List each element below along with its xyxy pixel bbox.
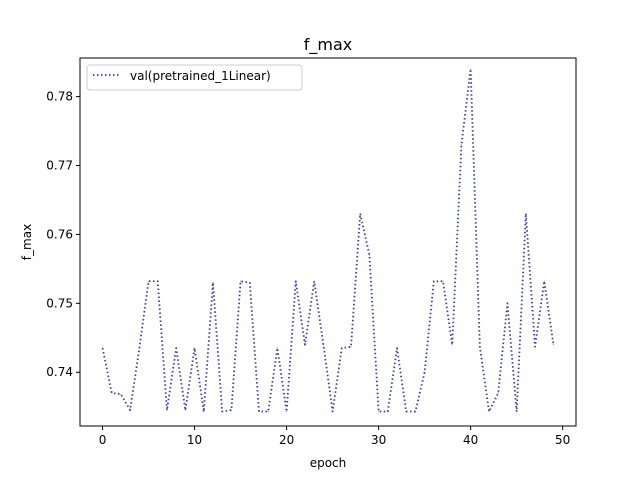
data-point	[221, 410, 223, 413]
y-tick-label: 0.78	[46, 90, 73, 104]
data-point	[442, 280, 444, 282]
plot-frame	[79, 57, 577, 427]
chart-title: f_max	[304, 35, 353, 55]
y-tick-label: 0.76	[46, 227, 73, 241]
data-point	[332, 410, 334, 413]
data-point	[534, 346, 536, 348]
y-axis: 0.74 0.75 0.76 0.77 0.78	[46, 90, 80, 379]
data-point	[285, 410, 288, 413]
data-point	[313, 280, 315, 282]
data-point	[129, 409, 131, 411]
x-axis: 0 10 20 30 40 50	[99, 426, 570, 447]
data-point	[433, 280, 435, 282]
data-point	[267, 410, 269, 413]
data-point	[101, 347, 104, 349]
x-tick-label: 30	[371, 433, 386, 447]
data-point	[341, 347, 343, 349]
data-point	[322, 344, 324, 346]
data-point	[295, 280, 297, 282]
data-point	[552, 344, 555, 346]
data-point	[488, 410, 490, 413]
data-point	[387, 410, 389, 413]
data-point	[212, 282, 214, 284]
data-point	[175, 347, 177, 349]
y-tick-label: 0.77	[46, 159, 73, 173]
data-point	[460, 144, 463, 146]
data-point	[276, 347, 278, 349]
data-point	[424, 371, 426, 373]
data-point	[184, 409, 186, 411]
data-point	[368, 254, 371, 256]
x-tick-label: 50	[555, 433, 570, 447]
data-point	[304, 344, 306, 346]
data-point	[258, 410, 260, 413]
data-point	[166, 409, 168, 411]
data-point	[157, 280, 159, 282]
data-point	[543, 280, 545, 282]
data-point	[479, 346, 481, 348]
data-point	[203, 410, 205, 413]
legend-box	[86, 64, 303, 91]
y-tick-label: 0.75	[46, 296, 73, 310]
y-tick-label: 0.74	[46, 365, 73, 379]
legend-label: val(pretrained_1Linear)	[130, 69, 271, 83]
data-point	[120, 393, 122, 395]
series-layer	[101, 68, 555, 413]
data-point	[525, 213, 527, 215]
data-point	[111, 392, 113, 394]
data-point	[350, 346, 352, 348]
data-point	[230, 409, 232, 411]
data-point	[414, 410, 417, 413]
data-point	[405, 410, 407, 413]
data-point	[147, 280, 150, 282]
data-point	[249, 282, 251, 284]
data-point	[497, 392, 499, 394]
data-point	[378, 410, 380, 413]
data-point	[138, 347, 140, 349]
data-point	[396, 347, 398, 349]
y-axis-label: f_max	[20, 224, 34, 260]
legend: val(pretrained_1Linear)	[86, 64, 303, 91]
data-point	[516, 410, 518, 413]
x-axis-label: epoch	[310, 456, 347, 470]
data-point	[193, 347, 196, 349]
data-point	[451, 344, 453, 346]
data-point	[506, 302, 509, 304]
data-point	[359, 213, 361, 215]
data-point	[470, 68, 472, 70]
x-tick-label: 40	[463, 433, 478, 447]
x-tick-label: 10	[187, 433, 202, 447]
x-tick-label: 20	[279, 433, 294, 447]
data-point	[239, 280, 242, 282]
x-tick-label: 0	[99, 433, 107, 447]
